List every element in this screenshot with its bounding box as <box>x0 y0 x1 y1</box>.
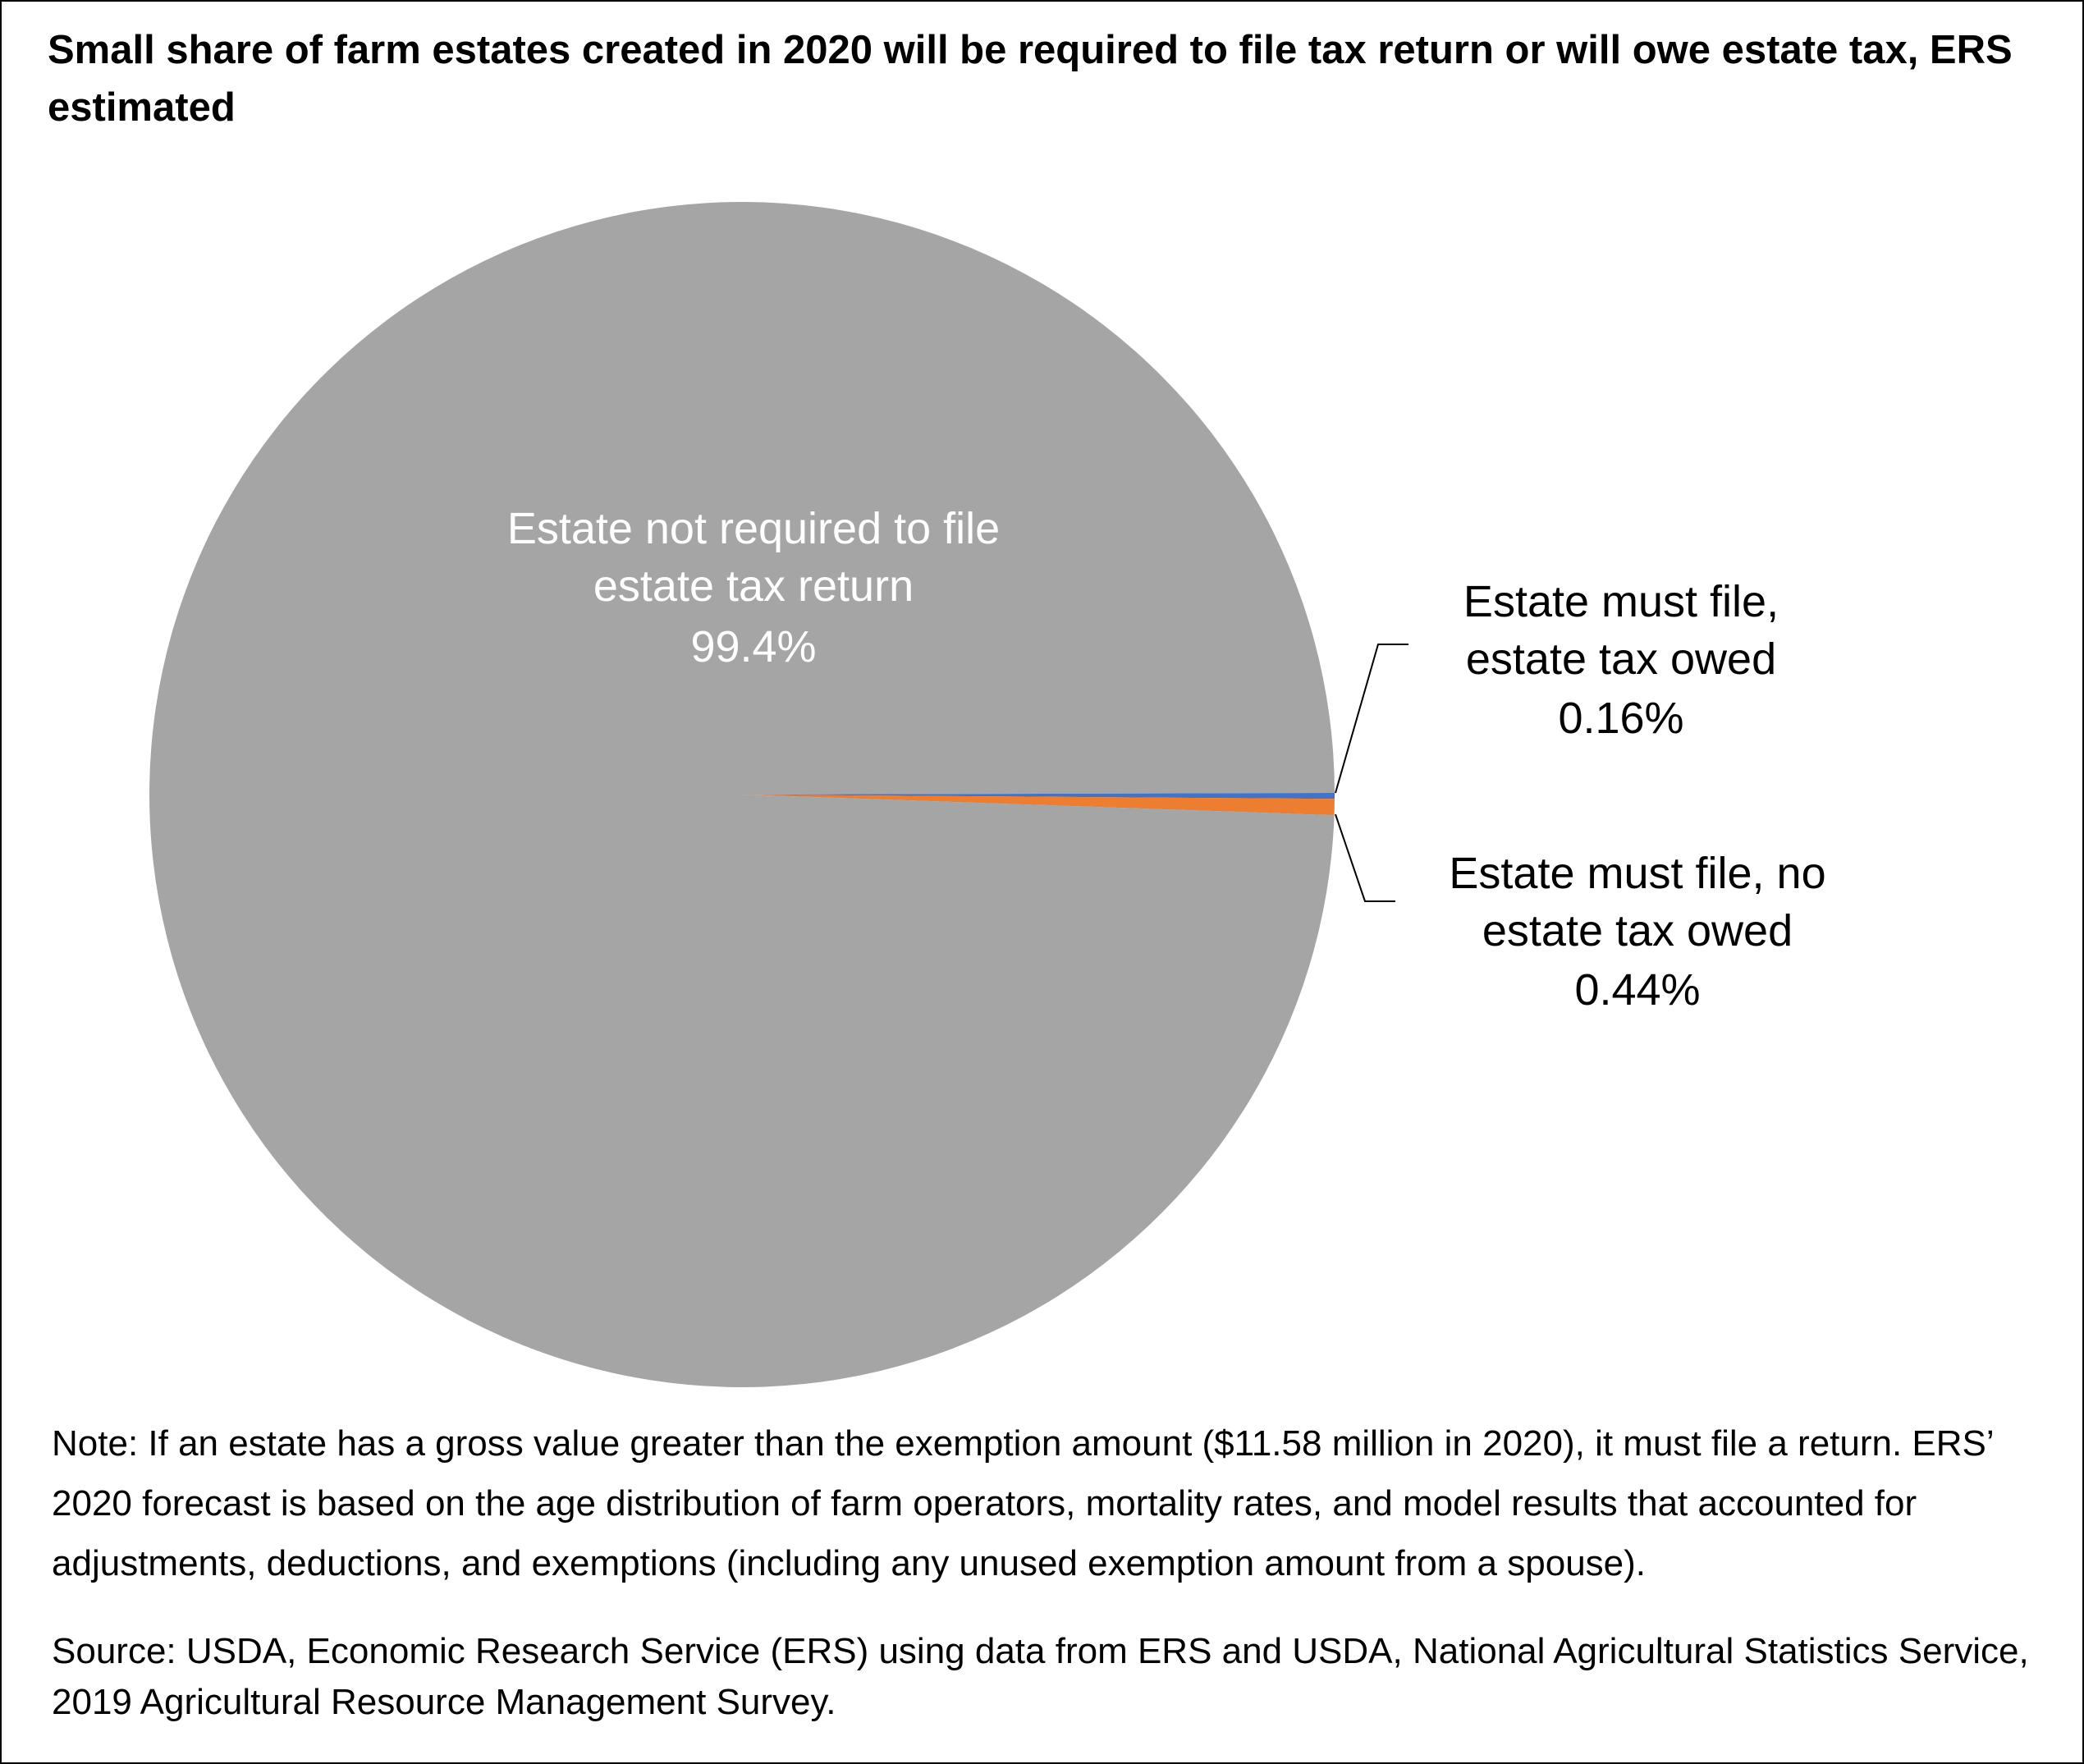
pie-slice <box>149 202 1335 1388</box>
pie-slice <box>742 792 1335 800</box>
note: Note: If an estate has a gross value gre… <box>52 1423 1994 1583</box>
chart-title: Small share of farm estates created in 2… <box>48 28 2013 130</box>
pie <box>149 202 1335 1388</box>
value-label: 0.44% <box>1574 965 1701 1015</box>
slice-label: Estate not required to file estate tax r… <box>506 504 1001 611</box>
leader-line <box>1335 644 1408 794</box>
slice-label: Estate must file, no estate tax owed <box>1449 849 1826 955</box>
source: Source: USDA, Economic Research Service … <box>52 1631 2029 1722</box>
value-label: 99.4% <box>690 622 817 671</box>
leader-line <box>1335 813 1395 902</box>
pie-slice <box>742 795 1335 816</box>
slice-label: Estate must file, estate tax owed <box>1463 577 1779 684</box>
value-label: 0.16% <box>1558 694 1684 743</box>
